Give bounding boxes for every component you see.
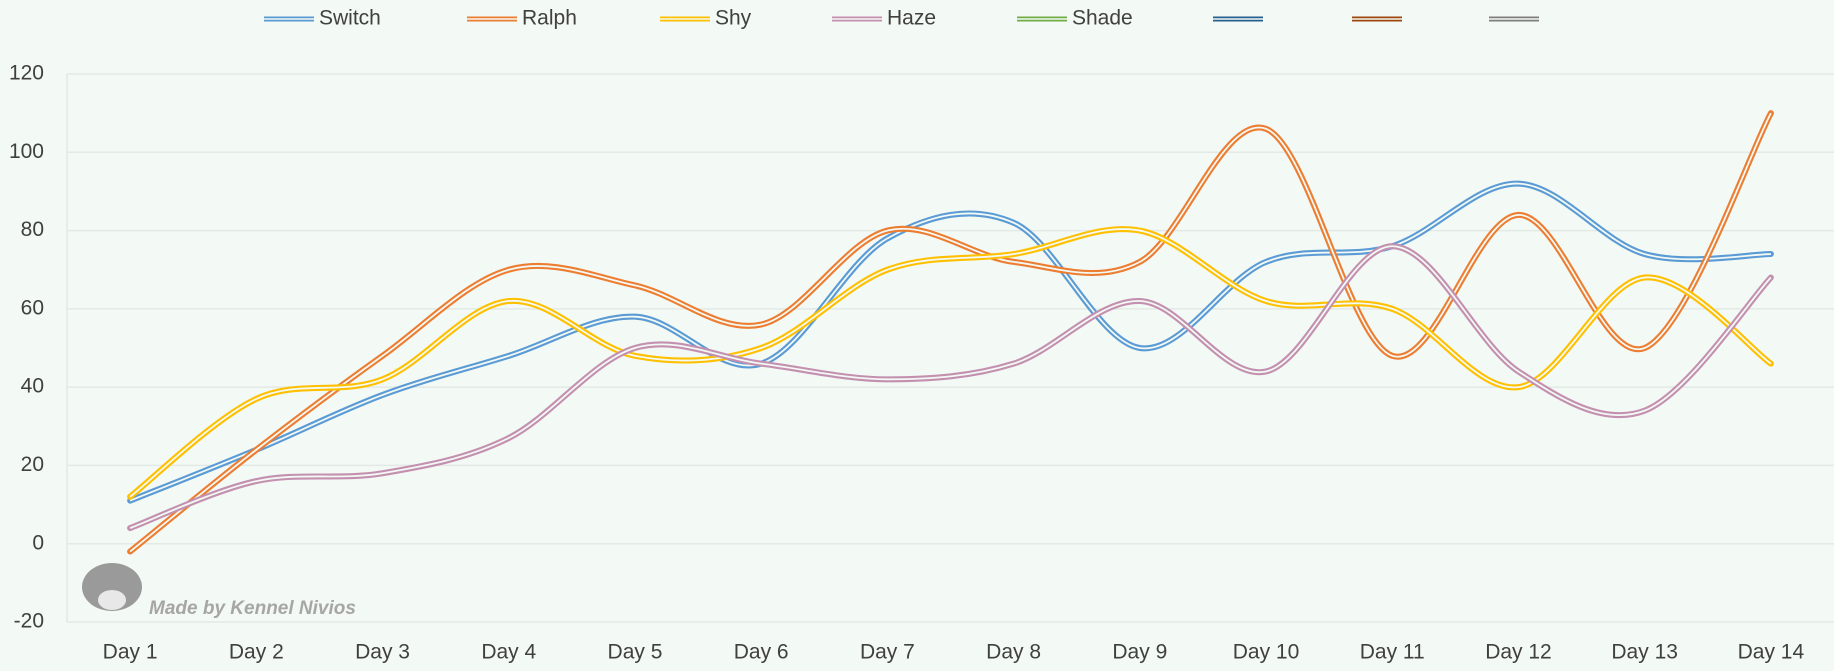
x-tick-label: Day 8 [986,641,1041,664]
x-tick-label: Day 1 [103,641,158,664]
series-line-inner [129,112,1772,553]
x-tick-label: Day 4 [481,641,536,664]
legend-label: Shade [1072,7,1133,30]
y-tick-label: 100 [9,140,44,163]
y-tick-label: 20 [21,453,44,476]
y-tick-label: 80 [21,218,44,241]
x-tick-label: Day 12 [1485,641,1552,664]
series-line-inner [129,182,1771,502]
x-tick-label: Day 9 [1112,641,1167,664]
watermark-text: Made by Kennel Nivios [149,598,356,619]
dog-muzzle [98,590,126,610]
dog-head [82,563,142,611]
series-line-inner [129,228,1772,498]
x-tick-label: Day 6 [734,641,789,664]
y-tick-label: 120 [9,62,44,85]
y-tick-label: 0 [32,531,44,554]
y-tick-label: 60 [21,296,44,319]
legend-label: Switch [319,7,381,30]
x-tick-label: Day 5 [608,641,663,664]
y-tick-label: 40 [21,375,44,398]
watermark-icon [82,563,142,611]
x-tick-label: Day 10 [1233,641,1300,664]
y-tick-label: -20 [14,610,44,633]
x-tick-label: Day 7 [860,641,915,664]
x-tick-label: Day 13 [1611,641,1678,664]
x-tick-label: Day 2 [229,641,284,664]
legend-label: Ralph [522,7,577,30]
legend-label: Haze [887,7,936,30]
legend-label: Shy [715,7,752,30]
series-line-inner [129,245,1772,529]
x-tick-label: Day 3 [355,641,410,664]
x-tick-label: Day 14 [1738,641,1805,664]
x-tick-label: Day 11 [1360,641,1425,664]
